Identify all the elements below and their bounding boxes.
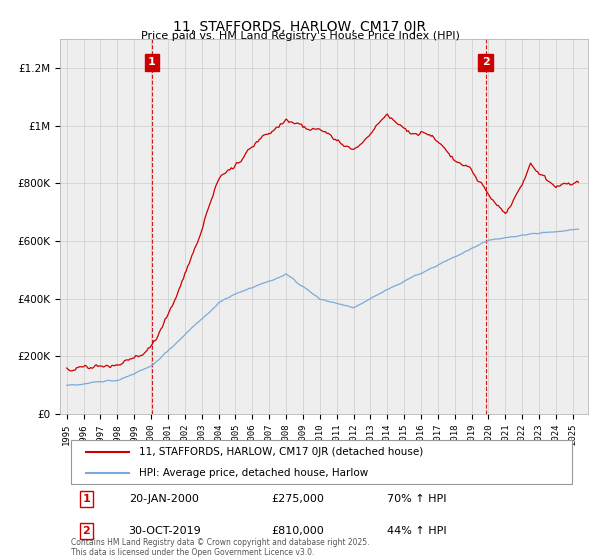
Text: HPI: Average price, detached house, Harlow: HPI: Average price, detached house, Harl… bbox=[139, 468, 368, 478]
Text: 1: 1 bbox=[83, 494, 90, 504]
Text: 11, STAFFORDS, HARLOW, CM17 0JR: 11, STAFFORDS, HARLOW, CM17 0JR bbox=[173, 20, 427, 34]
Text: 20-JAN-2000: 20-JAN-2000 bbox=[128, 494, 199, 504]
Text: 11, STAFFORDS, HARLOW, CM17 0JR (detached house): 11, STAFFORDS, HARLOW, CM17 0JR (detache… bbox=[139, 447, 424, 457]
Text: Contains HM Land Registry data © Crown copyright and database right 2025.
This d: Contains HM Land Registry data © Crown c… bbox=[71, 538, 369, 557]
Text: £275,000: £275,000 bbox=[271, 494, 324, 504]
Text: 30-OCT-2019: 30-OCT-2019 bbox=[128, 526, 202, 536]
Text: Price paid vs. HM Land Registry's House Price Index (HPI): Price paid vs. HM Land Registry's House … bbox=[140, 31, 460, 41]
Text: 70% ↑ HPI: 70% ↑ HPI bbox=[388, 494, 447, 504]
Text: 2: 2 bbox=[83, 526, 90, 536]
Text: 2: 2 bbox=[482, 57, 490, 67]
FancyBboxPatch shape bbox=[71, 440, 572, 484]
Text: 1: 1 bbox=[148, 57, 156, 67]
Text: 44% ↑ HPI: 44% ↑ HPI bbox=[388, 526, 447, 536]
Text: £810,000: £810,000 bbox=[271, 526, 324, 536]
